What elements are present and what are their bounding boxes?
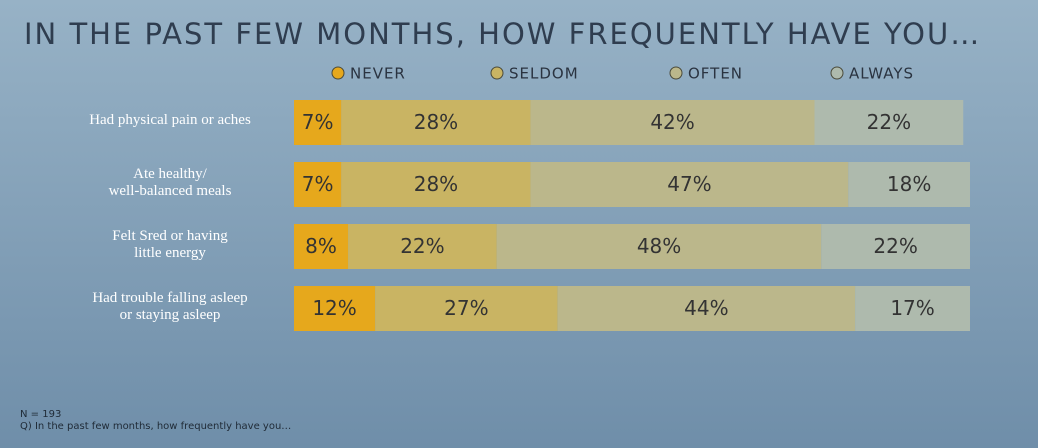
data-label: 44% — [684, 296, 728, 320]
legend-label: NEVER — [350, 65, 406, 83]
category-label: well-balanced meals — [109, 183, 232, 199]
legend-label: ALWAYS — [849, 65, 914, 83]
bar-segment — [855, 286, 970, 331]
bar-segment — [821, 224, 970, 269]
data-label: 7% — [302, 110, 334, 134]
data-label: 22% — [867, 110, 911, 134]
category-label: little energy — [134, 245, 206, 261]
bar-segment — [814, 100, 964, 145]
category-label: Felt Sred or having — [112, 228, 228, 244]
bar-segment — [294, 286, 376, 331]
category-label: Had physical pain or aches — [89, 112, 251, 128]
data-label: 42% — [650, 110, 694, 134]
bar-segment — [294, 162, 342, 207]
data-label: 22% — [400, 234, 444, 258]
bar-segment — [294, 224, 349, 269]
bar-segment — [348, 224, 497, 269]
data-label: 7% — [302, 172, 334, 196]
bar-segment — [341, 162, 531, 207]
data-label: 8% — [305, 234, 337, 258]
data-label: 12% — [312, 296, 356, 320]
bar-segment — [530, 100, 815, 145]
data-label: 47% — [667, 172, 711, 196]
legend-label: OFTEN — [688, 65, 743, 83]
bar-segment — [294, 100, 342, 145]
legend-swatch — [490, 66, 504, 80]
data-label: 22% — [873, 234, 917, 258]
chart-title: IN THE PAST FEW MONTHS, HOW FREQUENTLY H… — [24, 17, 981, 51]
data-label: 17% — [890, 296, 934, 320]
legend-swatch — [669, 66, 683, 80]
bar-segment — [496, 224, 822, 269]
bar-segment — [557, 286, 856, 331]
data-label: 18% — [887, 172, 931, 196]
legend-label: SELDOM — [509, 65, 579, 83]
data-label: 28% — [414, 172, 458, 196]
bar-segment — [848, 162, 970, 207]
footnote: N = 193 — [20, 409, 61, 420]
data-label: 27% — [444, 296, 488, 320]
bar-segment — [530, 162, 849, 207]
data-label: 48% — [637, 234, 681, 258]
legend-swatch — [331, 66, 345, 80]
category-label: Ate healthy/ — [133, 166, 208, 182]
bar-segment — [341, 100, 531, 145]
legend-swatch — [830, 66, 844, 80]
bar-segment — [375, 286, 558, 331]
category-label: or staying asleep — [120, 307, 221, 323]
data-label: 28% — [414, 110, 458, 134]
footnote: Q) In the past few months, how frequentl… — [20, 421, 291, 432]
category-label: Had trouble falling asleep — [92, 290, 247, 306]
